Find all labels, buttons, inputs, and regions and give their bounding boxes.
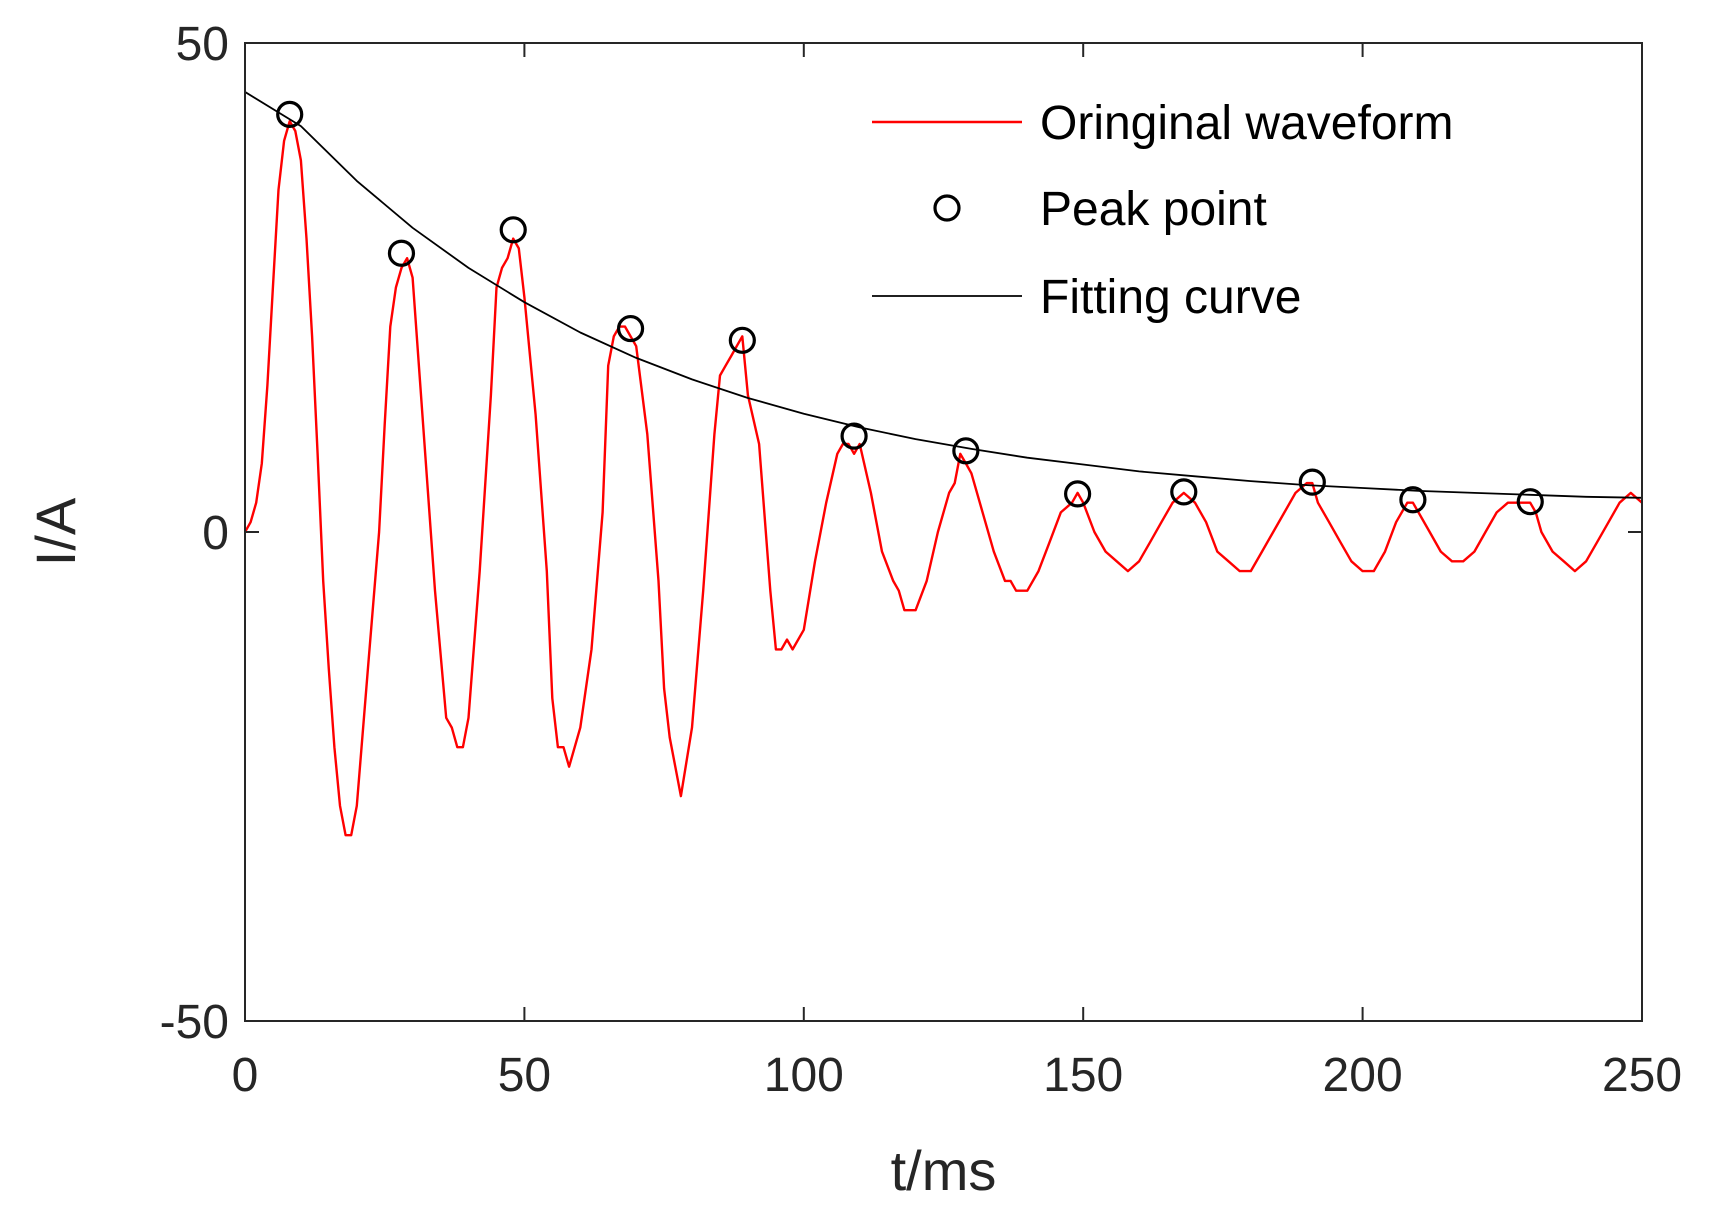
peak-point-marker-4 [728,326,756,354]
x-tick-label-4: 200 [1323,1049,1403,1102]
plot-area [245,91,1642,837]
peak-point-marker-10 [1399,486,1427,514]
x-tick-label-0: 0 [232,1049,259,1102]
plot-content [245,91,1642,837]
peak-point-marker-9 [1298,468,1326,496]
peak-point-marker-0 [276,100,304,128]
peak-point-marker-2 [499,216,527,244]
legend-label-0: Oringinal waveform [1040,97,1453,150]
y-tick-label-2: 50 [176,18,229,71]
oringinal-waveform-line [245,120,1642,837]
legend-label-1: Peak point [1040,183,1267,236]
x-tick-label-2: 100 [764,1049,844,1102]
fitting-curve-line [245,91,1642,499]
y-axis-label: I/A [24,497,87,566]
y-tick-label-0: -50 [160,996,229,1049]
y-tick-label-1: 0 [202,507,229,560]
x-tick-label-3: 150 [1043,1049,1123,1102]
x-tick-label-1: 50 [498,1049,551,1102]
peak-point-marker-8 [1170,478,1198,506]
peak-point-marker-3 [616,314,645,343]
legend-label-2: Fitting curve [1040,271,1301,324]
peak-point-marker-7 [1064,480,1092,508]
legend-swatch-1 [933,194,961,222]
peak-point-marker-1 [387,239,416,267]
legend: Oringinal waveform Peak point Fitting curv… [872,97,1453,324]
x-tick-label-5: 250 [1602,1049,1682,1102]
peak-point-marker-11 [1516,488,1544,516]
peak-point-marker-5 [840,422,868,450]
x-axis-label: t/ms [891,1139,997,1202]
